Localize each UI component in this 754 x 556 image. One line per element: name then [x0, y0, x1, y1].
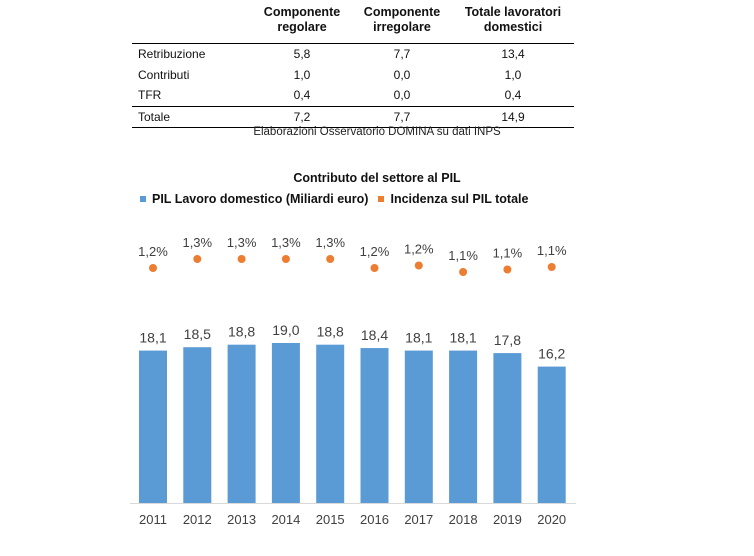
legend-item-dot: Incidenza sul PIL totale [378, 192, 528, 206]
cell-regolare: 0,4 [293, 88, 311, 103]
x-tick-label: 2020 [537, 512, 566, 527]
dot [237, 255, 246, 263]
dot [326, 255, 335, 263]
bar-data-label: 18,4 [361, 327, 388, 343]
dot [414, 261, 423, 270]
dot-data-label: 1,2% [360, 244, 390, 259]
dot [459, 268, 468, 276]
bar-data-label: 19,0 [272, 322, 299, 338]
bar [537, 366, 566, 503]
dot [503, 265, 512, 274]
dot [149, 264, 157, 272]
bar [183, 347, 212, 503]
bar-data-label: 16,2 [538, 346, 565, 362]
dot-data-label: 1,2% [138, 244, 168, 259]
dot-data-label: 1,1% [537, 243, 567, 258]
x-tick-label: 2016 [360, 512, 389, 527]
dot-data-label: 1,2% [404, 242, 434, 257]
dot [281, 255, 290, 263]
dot-data-label: 1,3% [227, 235, 257, 250]
row-label: Totale [132, 105, 252, 128]
cell-irregolare: 7,7 [393, 47, 411, 62]
legend-swatch-dot [378, 196, 385, 202]
bar-data-label: 18,8 [228, 324, 255, 340]
dot [370, 264, 379, 272]
legend-swatch-bar [140, 196, 146, 202]
table-row: TFR 0,4 0,0 0,4 [132, 85, 574, 106]
table-header-regolare: Componente regolare [252, 5, 352, 44]
legend-label-dot: Incidenza sul PIL totale [390, 192, 529, 206]
x-tick-label: 2012 [183, 512, 212, 527]
bar [449, 350, 478, 503]
x-tick-label: 2014 [271, 512, 300, 527]
cell-regolare: 5,8 [293, 47, 311, 62]
table-header-irregolare: Componente irregolare [352, 5, 452, 44]
x-tick-label: 2018 [449, 512, 478, 527]
cell-totale: 14,9 [452, 105, 574, 128]
row-label: Retribuzione [138, 47, 206, 62]
cell-irregolare: 7,7 [352, 105, 452, 128]
bar-data-label: 17,8 [494, 332, 521, 348]
table-header-empty [132, 5, 252, 44]
bar [227, 344, 256, 503]
source-note: Elaborazioni Osservatorio DOMINA su dati… [253, 126, 501, 138]
x-tick-label: 2017 [404, 512, 433, 527]
row-label: TFR [138, 88, 162, 103]
cell-irregolare: 0,0 [393, 67, 411, 82]
table-row: Retribuzione 5,8 7,7 13,4 [132, 44, 574, 65]
cell-irregolare: 0,0 [393, 88, 411, 103]
table-total-row: Totale 7,2 7,7 14,9 [132, 105, 574, 128]
bar [404, 350, 433, 503]
bar [316, 344, 345, 503]
x-tick-label: 2013 [227, 512, 256, 527]
x-tick-label: 2015 [316, 512, 345, 527]
bar-data-label: 18,1 [405, 330, 432, 346]
dot [547, 263, 556, 271]
cost-table: Componente regolare Componente irregolare … [132, 5, 574, 128]
bar-data-label: 18,8 [317, 324, 344, 340]
x-tick-label: 2019 [493, 512, 522, 527]
dot-data-label: 1,1% [493, 246, 523, 261]
bar [139, 350, 167, 503]
x-tick-label: 2011 [139, 512, 167, 527]
bar-data-label: 18,1 [449, 330, 476, 346]
cell-totale: 0,4 [504, 88, 522, 103]
cell-totale: 13,4 [501, 47, 525, 62]
cell-regolare: 7,2 [252, 105, 352, 128]
dot [193, 255, 202, 263]
bar [271, 343, 300, 503]
cell-totale: 1,0 [504, 67, 522, 82]
chart-title: Contributo del settore al PIL [293, 171, 461, 185]
table-row: Contributi 1,0 0,0 1,0 [132, 65, 574, 86]
dot-data-label: 1,3% [315, 235, 345, 250]
bar [493, 353, 522, 503]
row-label: Contributi [138, 67, 190, 82]
dot-data-label: 1,3% [182, 235, 212, 250]
legend: PIL Lavoro domestico (Miliardi euro) Inc… [140, 192, 538, 206]
dot-data-label: 1,3% [271, 235, 301, 250]
bar [360, 348, 389, 503]
bar-data-label: 18,1 [139, 330, 166, 346]
legend-item-bar: PIL Lavoro domestico (Miliardi euro) [140, 192, 368, 206]
dot-data-label: 1,1% [448, 248, 478, 263]
bar-data-label: 18,5 [184, 326, 211, 342]
cell-regolare: 1,0 [293, 67, 311, 82]
table-header-totale: Totale lavoratori domestici [452, 5, 574, 44]
legend-label-bar: PIL Lavoro domestico (Miliardi euro) [152, 192, 369, 206]
